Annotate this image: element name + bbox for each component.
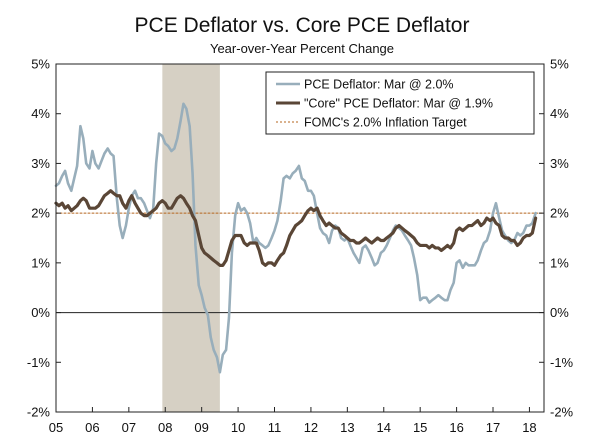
y-tick-label-right: 1% <box>550 255 569 270</box>
y-tick-label-right: 5% <box>550 57 569 72</box>
legend-label-pce: PCE Deflator: Mar @ 2.0% <box>304 78 454 92</box>
y-tick-label-right: -2% <box>550 405 574 420</box>
plot-area: 5% 5%4% 4%3% 3%2% 2%1% 1%0% 0%-1% -1%-2% -2%05 06… <box>27 57 574 436</box>
chart-subtitle: Year-over-Year Percent Change <box>210 41 394 56</box>
y-tick-label-left: 3% <box>31 156 50 171</box>
x-tick-label: 12 <box>304 420 318 435</box>
x-tick-label: 13 <box>340 420 354 435</box>
y-tick-label-right: 3% <box>550 156 569 171</box>
y-tick-label-left: 0% <box>31 305 50 320</box>
y-tick-label-left: -1% <box>27 355 51 370</box>
y-tick-label-right: 0% <box>550 305 569 320</box>
x-tick-label: 08 <box>158 420 172 435</box>
x-tick-label: 05 <box>49 420 63 435</box>
legend-label-core: "Core" PCE Deflator: Mar @ 1.9% <box>304 97 493 111</box>
x-tick-label: 17 <box>486 420 500 435</box>
x-tick-label: 10 <box>231 420 245 435</box>
y-tick-label-left: -2% <box>27 405 51 420</box>
chart-title: PCE Deflator vs. Core PCE Deflator <box>135 14 470 37</box>
y-tick-label-left: 2% <box>31 206 50 221</box>
y-tick-label-right: 2% <box>550 206 569 221</box>
y-tick-label-left: 5% <box>31 57 50 72</box>
x-tick-label: 14 <box>377 420 391 435</box>
series-line-core <box>54 189 538 267</box>
legend-box <box>265 71 535 135</box>
y-tick-label-left: 4% <box>31 106 50 121</box>
x-tick-label: 16 <box>449 420 463 435</box>
x-tick-label: 15 <box>413 420 427 435</box>
recession-shading <box>162 64 220 412</box>
x-tick-label: 09 <box>194 420 208 435</box>
x-tick-label: 11 <box>268 420 282 435</box>
x-tick-label: 06 <box>85 420 99 435</box>
x-tick-label: 18 <box>522 420 536 435</box>
series-line-pce <box>54 102 537 374</box>
legend-label-target: FOMC's 2.0% Inflation Target <box>304 116 467 130</box>
y-tick-label-left: 1% <box>31 255 50 270</box>
x-tick-label: 07 <box>122 420 136 435</box>
plot-frame <box>55 63 545 413</box>
y-tick-label-right: -1% <box>550 355 574 370</box>
y-tick-label-right: 4% <box>550 106 569 121</box>
